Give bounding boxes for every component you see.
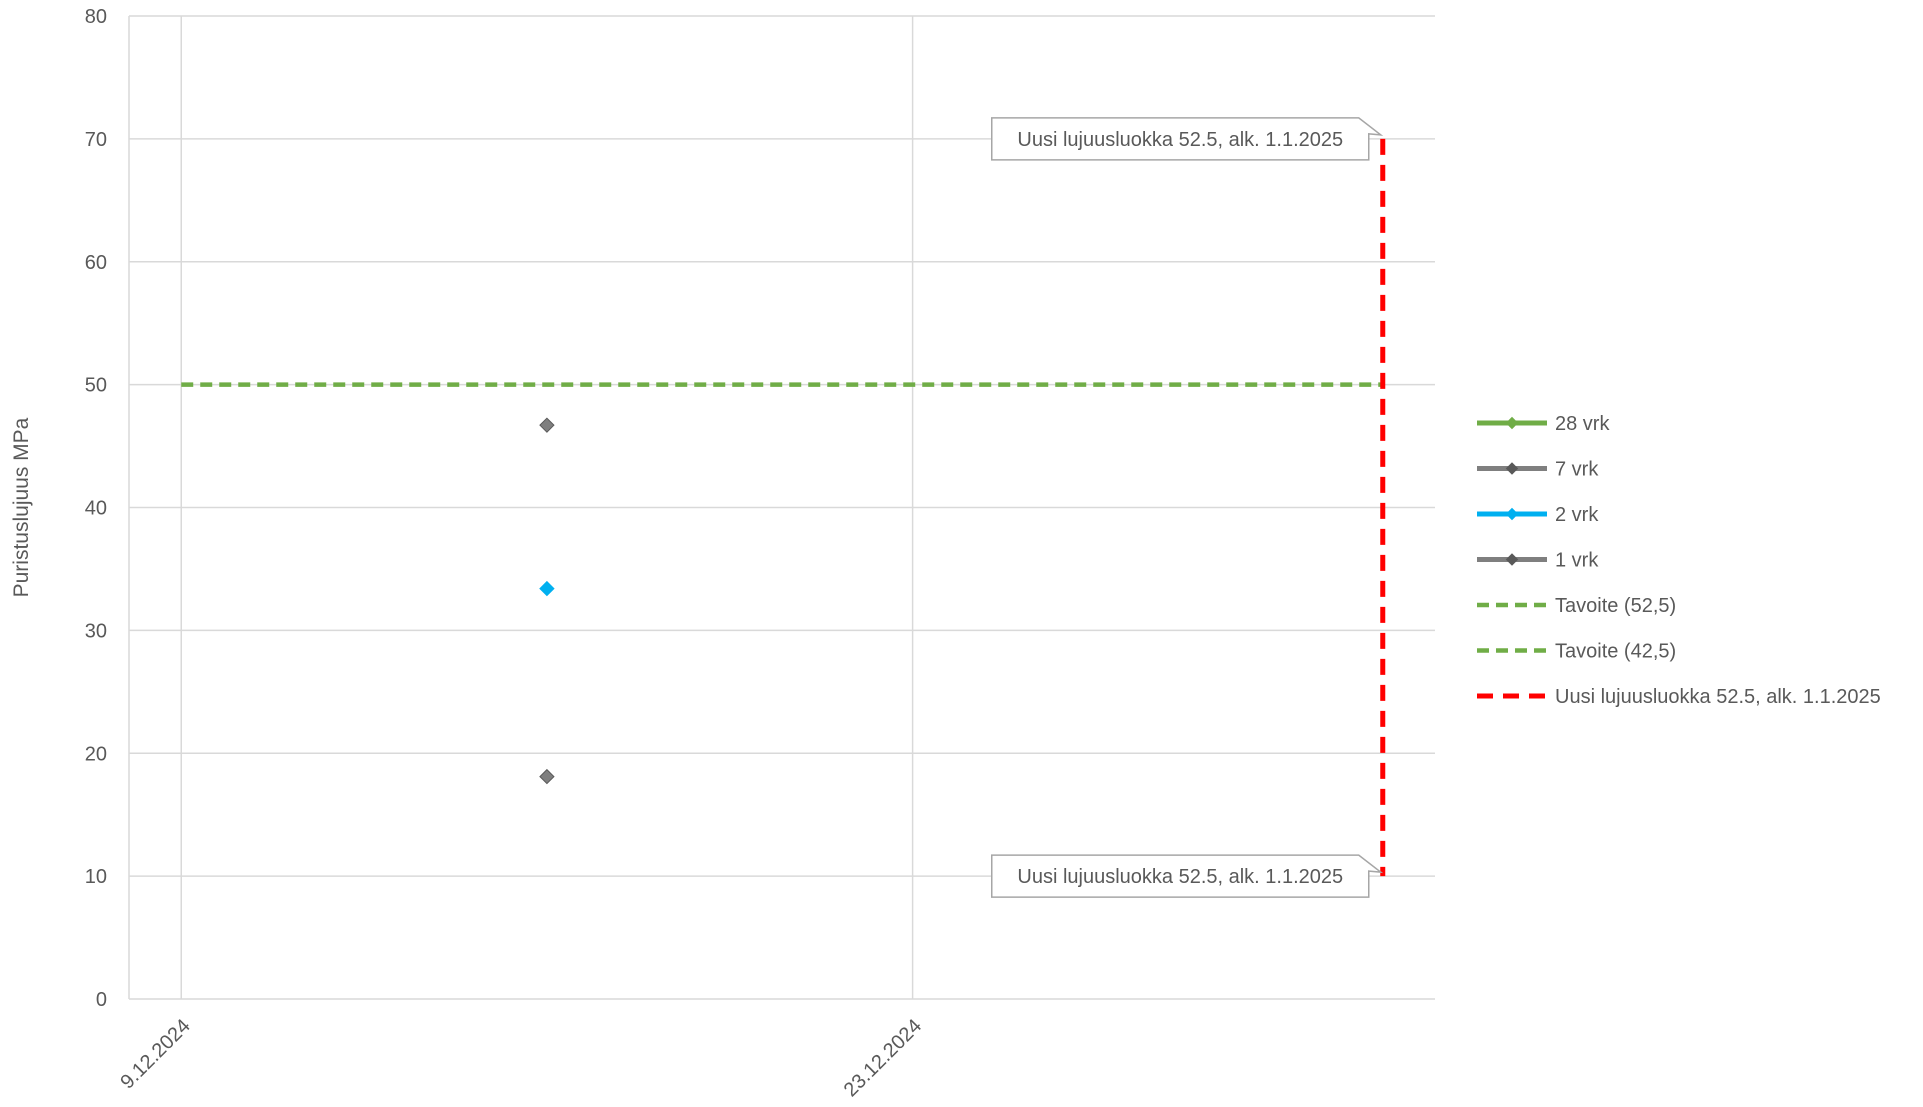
annotation-label: Uusi lujuusluokka 52.5, alk. 1.1.2025	[1017, 866, 1343, 888]
y-tick-label: 80	[85, 6, 107, 28]
legend-marker	[1505, 462, 1519, 475]
annotation-callout	[991, 854, 1384, 898]
x-tick-label: 23.12.2024	[840, 1015, 926, 1101]
y-tick-label: 10	[85, 866, 107, 888]
legend-marker	[1505, 553, 1519, 566]
legend-label: Uusi lujuusluokka 52.5, alk. 1.1.2025	[1555, 686, 1881, 708]
y-tick-label: 40	[85, 498, 107, 520]
y-tick-label: 20	[85, 743, 107, 765]
y-tick-label: 0	[96, 989, 107, 1011]
data-point	[539, 580, 555, 597]
legend-label: 2 vrk	[1555, 504, 1599, 526]
legend-label: Tavoite (52,5)	[1555, 595, 1676, 617]
y-tick-label: 50	[85, 375, 107, 397]
legend-label: 28 vrk	[1555, 413, 1610, 435]
y-tick-label: 30	[85, 620, 107, 642]
legend-label: Tavoite (42,5)	[1555, 641, 1676, 663]
y-tick-label: 60	[85, 252, 107, 274]
annotation-callout	[991, 117, 1384, 161]
legend-marker	[1505, 507, 1519, 521]
y-axis-title: Puristuslujuus MPa	[10, 417, 33, 597]
data-point	[539, 417, 555, 433]
legend-label: 7 vrk	[1555, 459, 1599, 481]
data-point	[539, 768, 555, 785]
legend-marker	[1505, 416, 1519, 430]
annotation-label: Uusi lujuusluokka 52.5, alk. 1.1.2025	[1017, 129, 1343, 151]
y-tick-label: 70	[85, 129, 107, 151]
x-tick-label: 9.12.2024	[116, 1015, 194, 1093]
legend-label: 1 vrk	[1555, 550, 1599, 572]
